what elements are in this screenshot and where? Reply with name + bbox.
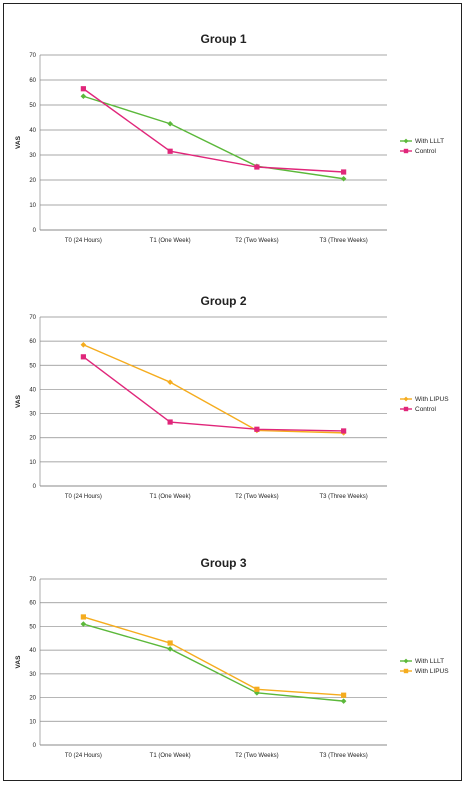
series-line-2	[82, 356, 344, 432]
data-point	[167, 148, 173, 154]
x-tick-label: T3 (Three Weeks)	[320, 753, 368, 759]
data-point	[341, 428, 347, 434]
y-tick-label: 0	[33, 228, 37, 234]
series-line-1	[83, 623, 344, 702]
x-tick-label: T1 (One Week)	[150, 753, 191, 759]
charts-canvas: Group 1 0 10 20 30 40 50 60 70 VAS T0 (24 Hours) T1…	[15, 32, 449, 759]
data-point	[340, 175, 347, 182]
y-tick-label: 30	[29, 672, 36, 678]
figure-frame: Group 1 0 10 20 30 40 50 60 70 VAS T0 (24 Hours) T1…	[3, 3, 462, 781]
y-tick-label: 0	[33, 484, 37, 490]
data-point	[341, 692, 347, 698]
legend-marker	[403, 138, 409, 144]
y-axis-label: VAS	[15, 394, 22, 408]
chart-panel-1: Group 1 0 10 20 30 40 50 60 70 VAS T0 (24 Hours) T1…	[15, 32, 444, 244]
chart-panel-2: Group 2 0 10 20 30 40 50 60 70 VAS T0 (24 Hours) T1…	[15, 294, 449, 500]
legend-label: With LLLT	[415, 658, 444, 665]
y-tick-label: 30	[29, 412, 36, 418]
data-point	[254, 426, 260, 432]
legend-label: Control	[415, 148, 437, 155]
x-tick-label: T2 (Two Weeks)	[235, 753, 279, 759]
y-tick-label: 10	[29, 719, 36, 725]
data-point	[167, 640, 173, 646]
y-tick-label: 30	[29, 153, 36, 159]
x-tick-label: T0 (24 Hours)	[65, 238, 102, 244]
data-point	[167, 419, 173, 425]
y-tick-label: 60	[29, 601, 36, 607]
x-tick-label: T2 (Two Weeks)	[235, 494, 279, 500]
data-point	[167, 646, 173, 652]
data-point	[254, 164, 260, 170]
y-tick-label: 10	[29, 460, 36, 466]
y-tick-label: 70	[29, 577, 36, 583]
legend-label: Control	[415, 406, 437, 413]
y-tick-label: 20	[29, 436, 36, 442]
legend-marker	[403, 668, 409, 674]
y-tick-label: 40	[29, 128, 36, 134]
y-tick-label: 50	[29, 363, 36, 369]
data-point	[341, 169, 347, 175]
y-tick-label: 60	[29, 78, 36, 84]
x-tick-label: T0 (24 Hours)	[65, 494, 102, 500]
legend-marker	[403, 396, 409, 402]
y-tick-label: 50	[29, 103, 36, 109]
y-tick-label: 50	[29, 624, 36, 630]
legend-marker	[403, 658, 409, 664]
legend-label: With LIPUS	[415, 668, 449, 675]
chart-title: Group 3	[200, 556, 246, 570]
x-tick-label: T1 (One Week)	[150, 238, 191, 244]
series-line-1	[83, 95, 344, 180]
legend-marker	[403, 406, 409, 412]
data-point	[80, 614, 86, 620]
y-tick-label: 0	[33, 743, 37, 749]
data-point	[167, 379, 173, 385]
data-point	[80, 341, 87, 348]
y-tick-label: 40	[29, 648, 36, 654]
y-axis-label: VAS	[15, 135, 22, 149]
data-point	[80, 621, 87, 627]
y-tick-label: 20	[29, 178, 36, 184]
chart-title: Group 2	[200, 294, 246, 308]
y-tick-label: 70	[29, 315, 36, 321]
y-tick-label: 60	[29, 339, 36, 345]
series-line-2	[83, 616, 344, 696]
chart-title: Group 1	[200, 32, 246, 46]
legend-label: With LIPUS	[415, 396, 449, 403]
series-line-1	[83, 344, 344, 434]
data-point	[80, 86, 86, 92]
data-point	[254, 686, 260, 692]
y-tick-label: 70	[29, 53, 36, 59]
data-point	[80, 354, 86, 360]
chart-panel-3: Group 3 0 10 20 30 40 50 60 70 VAS T0 (24 Hours) T1…	[15, 556, 449, 759]
y-tick-label: 10	[29, 203, 36, 209]
data-point	[340, 698, 347, 704]
data-point	[167, 120, 173, 127]
series-line-2	[82, 88, 344, 173]
x-tick-label: T3 (Three Weeks)	[320, 494, 368, 500]
legend-marker	[403, 148, 409, 154]
data-point	[80, 93, 87, 100]
y-axis-label: VAS	[15, 655, 22, 669]
y-tick-label: 40	[29, 387, 36, 393]
y-tick-label: 20	[29, 696, 36, 702]
x-tick-label: T1 (One Week)	[150, 494, 191, 500]
x-tick-label: T0 (24 Hours)	[65, 753, 102, 759]
legend-label: With LLLT	[415, 138, 444, 145]
x-tick-label: T2 (Two Weeks)	[235, 238, 279, 244]
x-tick-label: T3 (Three Weeks)	[320, 238, 368, 244]
